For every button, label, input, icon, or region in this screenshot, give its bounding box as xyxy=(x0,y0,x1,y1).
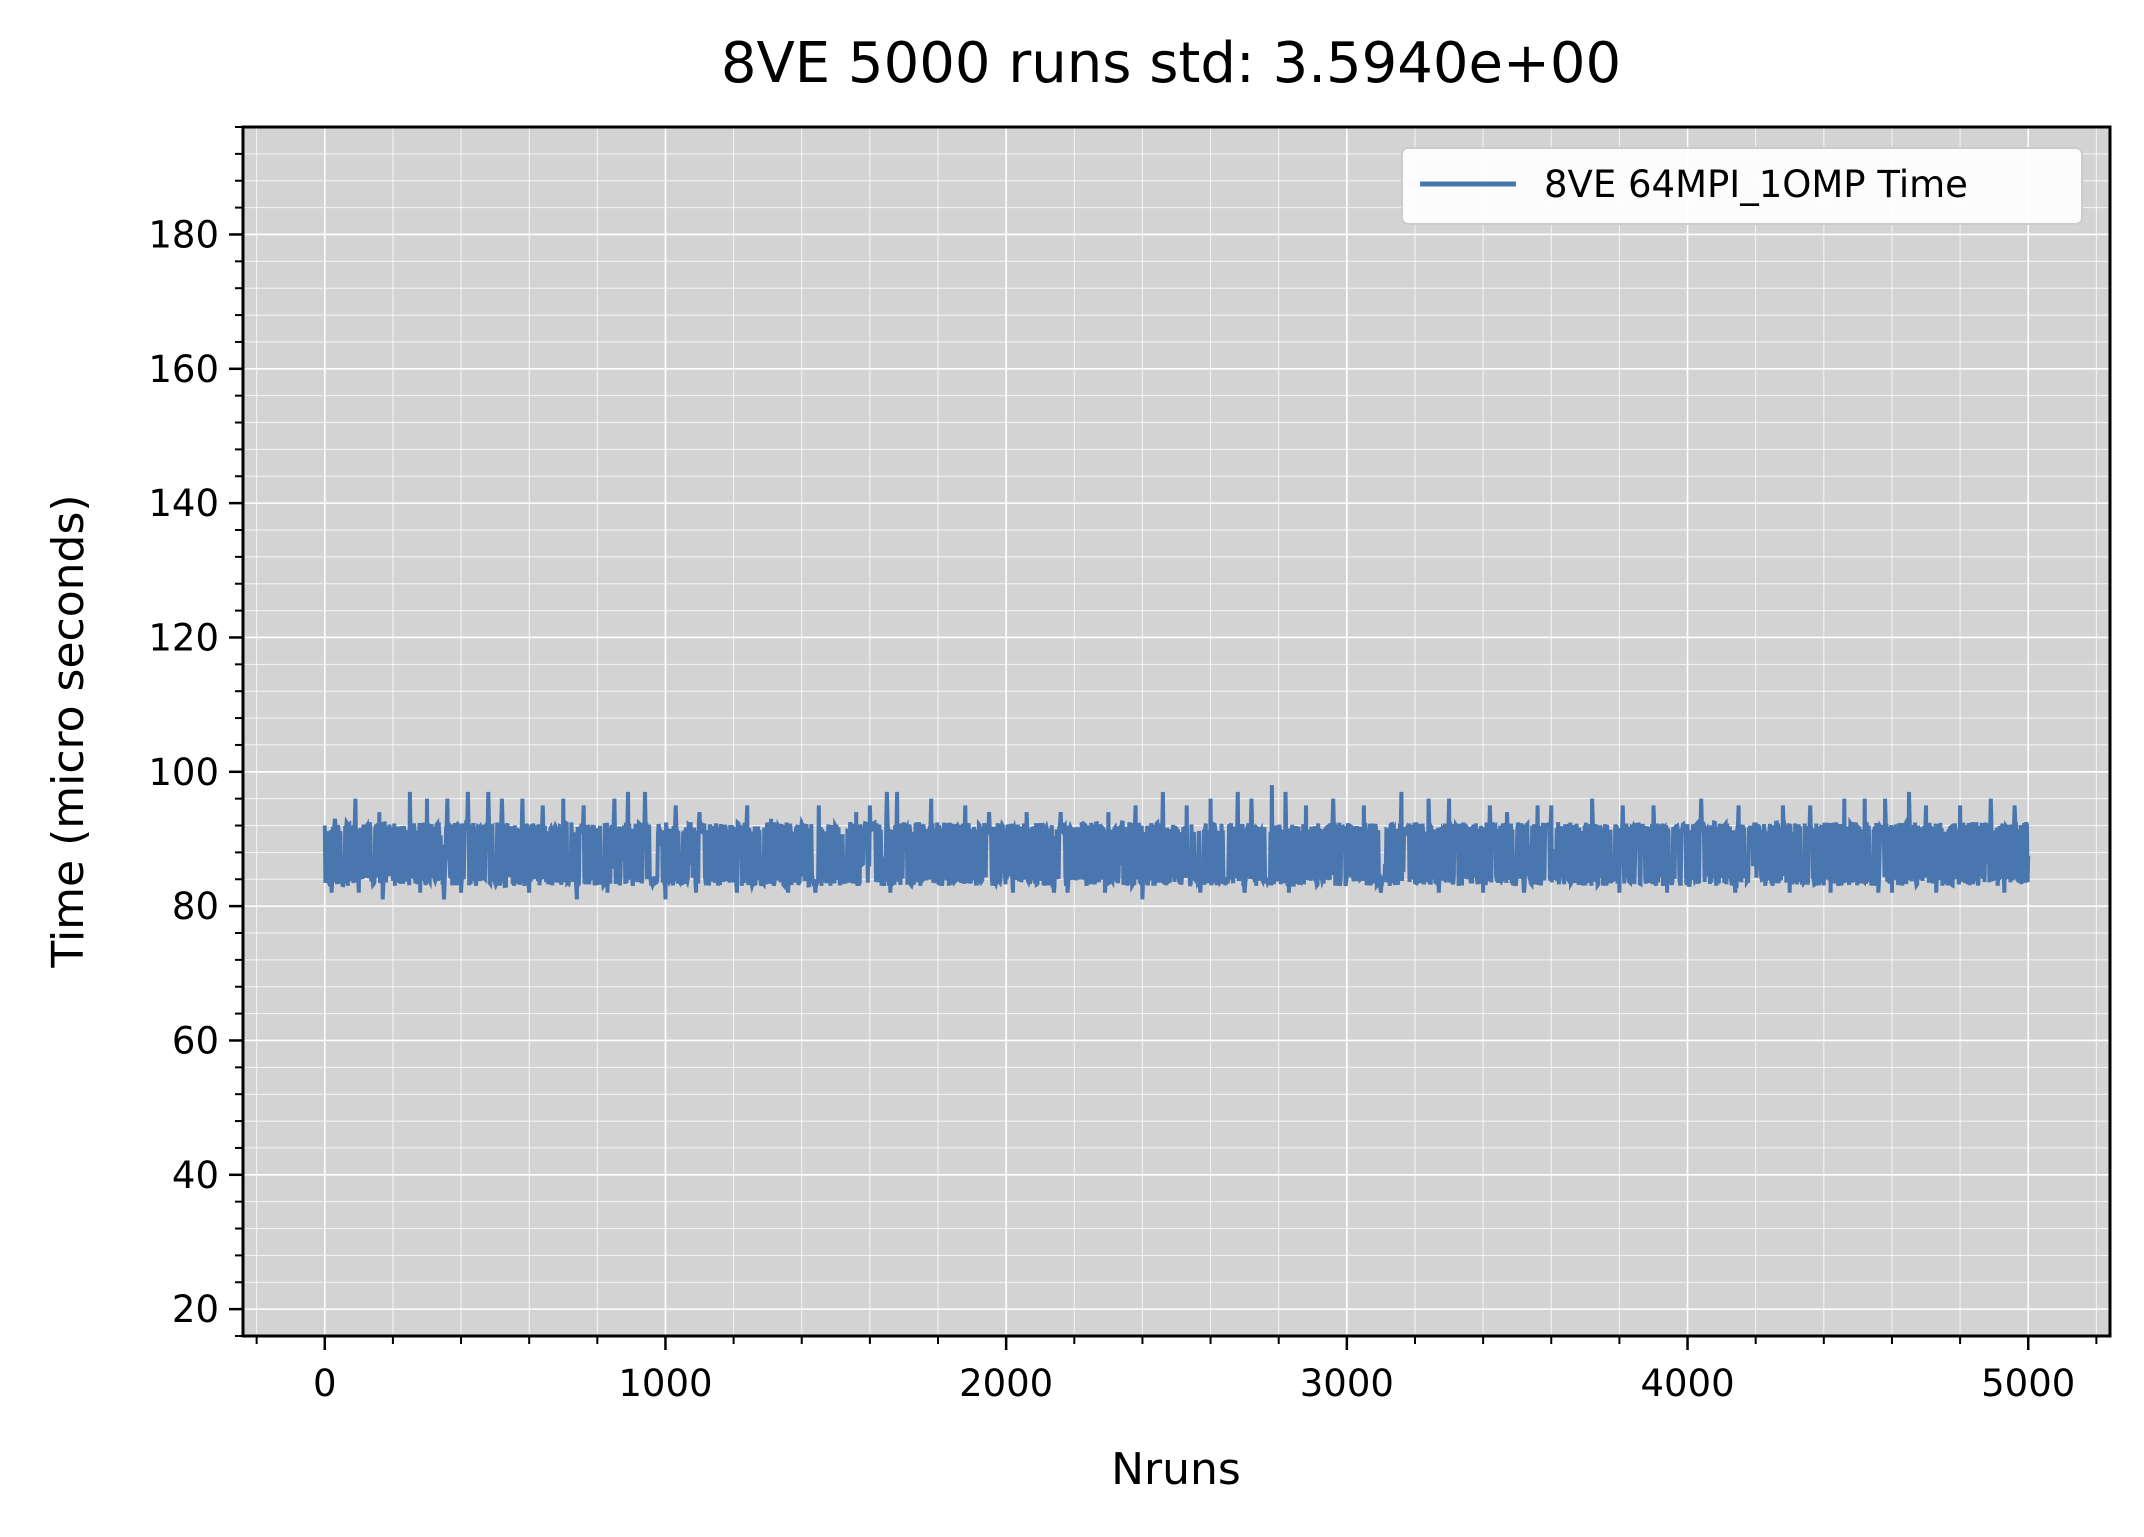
x-tick-label: 1000 xyxy=(618,1362,712,1405)
major-gridlines xyxy=(243,127,2110,1336)
x-tick-label: 2000 xyxy=(959,1362,1053,1405)
y-tick-label: 80 xyxy=(172,885,219,928)
chart-title: 8VE 5000 runs std: 3.5940e+00 xyxy=(721,31,1621,96)
y-tick-label: 100 xyxy=(148,751,219,794)
y-axis: 20 40 60 80 100 120 140 160 180 xyxy=(148,126,243,1337)
legend-label-series-1: 8VE 64MPI_1OMP Time xyxy=(1544,163,1968,206)
y-tick-label: 140 xyxy=(148,482,219,525)
x-axis: 0 1000 2000 3000 4000 5000 xyxy=(255,1336,2098,1405)
series-layer xyxy=(322,785,2031,900)
y-tick-label: 40 xyxy=(172,1154,219,1197)
x-tick-label: 0 xyxy=(313,1362,337,1405)
x-tick-label: 3000 xyxy=(1300,1362,1394,1405)
y-tick-label: 20 xyxy=(172,1288,219,1331)
y-axis-label: Time (micro seconds) xyxy=(43,494,94,968)
y-tick-label: 120 xyxy=(148,616,219,659)
x-tick-label: 5000 xyxy=(1981,1362,2075,1405)
x-tick-label: 4000 xyxy=(1640,1362,1734,1405)
y-tick-label: 160 xyxy=(148,348,219,391)
legend: 8VE 64MPI_1OMP Time xyxy=(1401,147,2083,225)
y-tick-label: 60 xyxy=(172,1019,219,1062)
plot-frame xyxy=(241,125,2112,1338)
series-line-8ve-64mpi-1omp xyxy=(322,785,2031,900)
plot-area xyxy=(243,127,2110,1336)
legend-box xyxy=(1401,147,2083,225)
y-tick-label: 180 xyxy=(148,213,219,256)
x-axis-label: Nruns xyxy=(1111,1444,1241,1495)
